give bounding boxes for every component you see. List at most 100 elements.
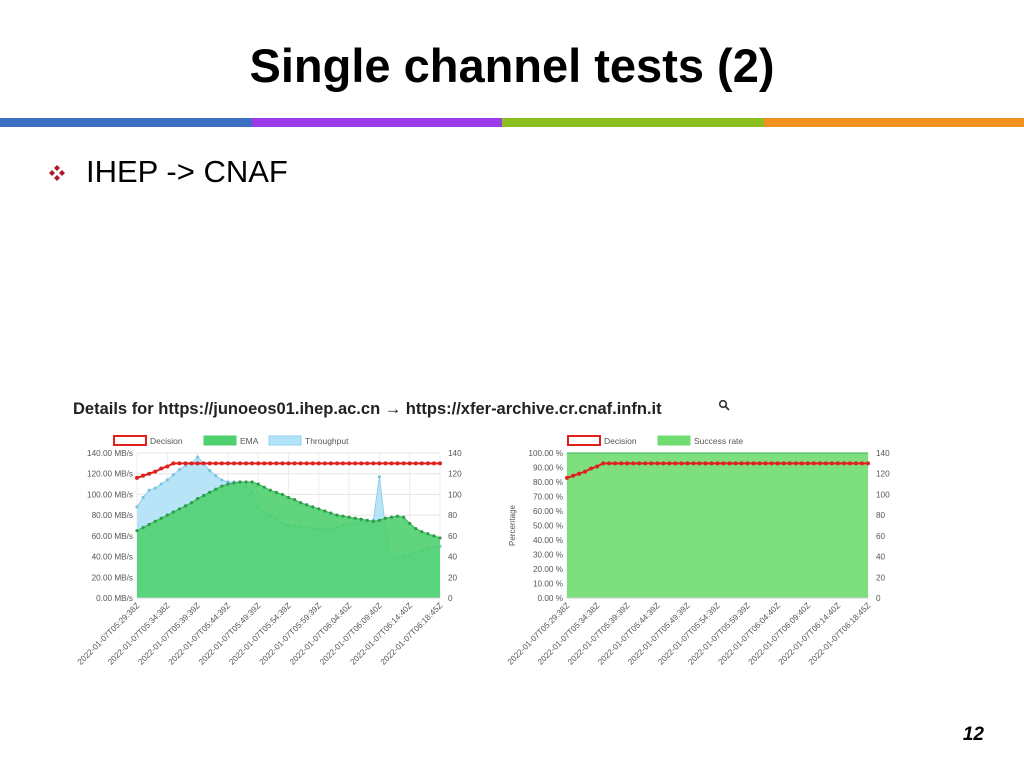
y2-tick-label: 120 xyxy=(876,470,890,479)
data-point xyxy=(408,521,412,526)
decision-point xyxy=(769,461,774,466)
legend-swatch xyxy=(113,435,147,446)
decision-point xyxy=(347,461,352,466)
decision-point xyxy=(189,461,194,466)
y2-tick-label: 60 xyxy=(448,532,458,541)
decision-point xyxy=(316,461,321,466)
y-tick-label: 140.00 MB/s xyxy=(87,449,133,458)
decision-point xyxy=(727,461,732,466)
decision-point xyxy=(787,461,792,466)
decision-point xyxy=(775,461,780,466)
legend-label: Success rate xyxy=(694,436,743,446)
decision-point xyxy=(171,461,176,466)
y2-tick-label: 60 xyxy=(876,532,886,541)
decision-point xyxy=(703,461,708,466)
decision-point xyxy=(238,461,243,466)
data-point xyxy=(135,505,139,509)
decision-point xyxy=(637,461,642,466)
x-tick-label: 2022-01-07T06:18:45Z xyxy=(807,601,873,667)
title-rule xyxy=(0,118,1024,127)
decision-point xyxy=(649,461,654,466)
decision-point xyxy=(195,461,200,466)
data-point xyxy=(402,515,406,519)
data-point xyxy=(347,515,351,519)
data-point xyxy=(311,505,315,509)
y-tick-label: 60.00 % xyxy=(533,507,563,516)
decision-point xyxy=(322,461,327,466)
decision-point xyxy=(781,461,786,466)
data-point xyxy=(335,513,339,517)
diamond-bullet-icon xyxy=(49,165,65,181)
magnifier-icon[interactable] xyxy=(718,399,730,411)
decision-point xyxy=(619,461,624,466)
y2-tick-label: 20 xyxy=(876,573,886,582)
decision-point xyxy=(751,461,756,466)
data-point xyxy=(135,529,139,533)
bullet-text: IHEP -> CNAF xyxy=(86,154,288,189)
data-point xyxy=(171,510,175,514)
data-point xyxy=(371,519,375,523)
data-point xyxy=(256,482,260,486)
decision-point xyxy=(829,461,834,466)
decision-point xyxy=(685,461,690,466)
series-area-success-rate xyxy=(567,453,868,598)
decision-point xyxy=(213,461,218,466)
data-point xyxy=(395,514,400,518)
page-number: 12 xyxy=(962,724,984,745)
y-tick-label: 90.00 % xyxy=(533,464,563,473)
decision-point xyxy=(262,461,267,466)
data-point xyxy=(159,516,163,520)
decision-point xyxy=(607,461,612,466)
data-point xyxy=(171,473,175,477)
decision-point xyxy=(709,461,714,466)
data-point xyxy=(286,495,291,500)
y-tick-label: 80.00 MB/s xyxy=(92,511,133,520)
data-point xyxy=(177,467,182,472)
decision-point xyxy=(763,461,768,466)
legend-swatch xyxy=(268,435,302,446)
legend-label: Decision xyxy=(150,436,183,446)
y-tick-label: 60.00 MB/s xyxy=(92,532,133,541)
decision-point xyxy=(207,461,212,466)
data-point xyxy=(359,517,363,521)
data-point xyxy=(323,509,327,513)
decision-point xyxy=(595,464,600,469)
decision-point xyxy=(231,461,236,466)
legend-swatch xyxy=(203,435,237,446)
data-point xyxy=(208,490,212,494)
data-point xyxy=(305,503,309,507)
decision-point xyxy=(745,461,750,466)
y-tick-label: 100.00 MB/s xyxy=(87,490,133,499)
decision-point xyxy=(341,461,346,466)
y-tick-label: 40.00 MB/s xyxy=(92,553,133,562)
y-tick-label: 100.00 % xyxy=(528,449,563,458)
decision-point xyxy=(280,461,285,466)
decision-point xyxy=(147,471,152,476)
rule-segment xyxy=(0,118,252,127)
y2-tick-label: 80 xyxy=(876,511,886,520)
decision-point xyxy=(571,473,576,478)
decision-point xyxy=(177,461,182,466)
decision-point xyxy=(793,461,798,466)
decision-point xyxy=(811,461,816,466)
decision-point xyxy=(817,461,822,466)
data-point xyxy=(183,504,188,508)
data-point xyxy=(274,490,278,494)
decision-point xyxy=(823,461,828,466)
success-rate-chart: Decision Success rate 0.00 % 10.00 % 20.00 %… xyxy=(506,435,890,667)
decision-point xyxy=(757,461,762,466)
decision-point xyxy=(667,461,672,466)
decision-point xyxy=(805,461,810,466)
decision-point xyxy=(383,461,388,466)
data-point xyxy=(159,482,163,486)
data-point xyxy=(165,478,169,482)
decision-point xyxy=(141,473,146,478)
decision-point xyxy=(661,461,666,466)
decision-point xyxy=(268,461,273,466)
decision-point xyxy=(643,461,648,466)
data-point xyxy=(262,485,266,489)
decision-point xyxy=(799,461,804,466)
legend-label: EMA xyxy=(240,436,259,446)
decision-point xyxy=(733,461,738,466)
y2-tick-label: 140 xyxy=(876,449,890,458)
